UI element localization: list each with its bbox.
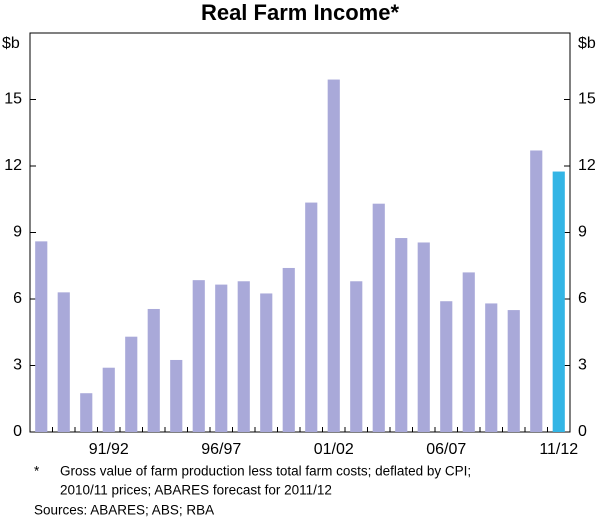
bar: [170, 359, 183, 432]
bar: [417, 242, 430, 432]
y-unit-left: $b: [2, 35, 20, 52]
y-tick-label-right: 0: [578, 423, 587, 440]
footnote: Gross value of farm production less tota…: [60, 464, 471, 479]
bar: [282, 267, 295, 432]
bar: [215, 284, 228, 432]
bar: [147, 308, 160, 432]
bar: [395, 238, 408, 432]
bar: [552, 171, 565, 432]
bar: [327, 79, 340, 433]
bar: [507, 310, 520, 432]
bar: [372, 203, 385, 432]
bar: [350, 281, 363, 432]
bar: [485, 303, 498, 432]
y-tick-label-right: 3: [578, 357, 587, 374]
bar: [80, 393, 93, 432]
x-tick-label: 96/97: [201, 441, 241, 458]
x-tick-label: 11/12: [539, 441, 578, 458]
y-tick-label: 3: [13, 357, 22, 374]
y-tick-label: 9: [13, 224, 22, 241]
chart-title: Real Farm Income*: [201, 0, 400, 25]
y-tick-label: 6: [13, 290, 22, 307]
bar: [530, 150, 543, 432]
bar: [237, 281, 250, 432]
sources: Sources: ABARES; ABS; RBA: [34, 503, 214, 518]
x-tick-label: 06/07: [426, 441, 466, 458]
bar: [260, 293, 273, 432]
footnote-marker: *: [34, 464, 40, 479]
bar: [125, 336, 138, 432]
y-tick-label-right: 12: [578, 157, 596, 174]
x-tick-label: 01/02: [314, 441, 354, 458]
y-tick-label: 0: [13, 423, 22, 440]
y-tick-label-right: 15: [578, 91, 596, 108]
bar: [102, 367, 115, 432]
y-tick-label-right: 6: [578, 290, 587, 307]
bar: [305, 202, 318, 432]
bar: [57, 292, 70, 432]
footnote: 2010/11 prices; ABARES forecast for 2011…: [60, 483, 332, 498]
y-tick-label: 15: [4, 91, 22, 108]
bar: [462, 272, 475, 432]
y-unit-right: $b: [578, 35, 596, 52]
bar: [35, 241, 48, 432]
x-tick-label: 91/92: [89, 441, 129, 458]
bar: [192, 280, 205, 432]
bar: [440, 301, 453, 432]
y-tick-label: 12: [4, 157, 22, 174]
y-tick-label-right: 9: [578, 224, 587, 241]
